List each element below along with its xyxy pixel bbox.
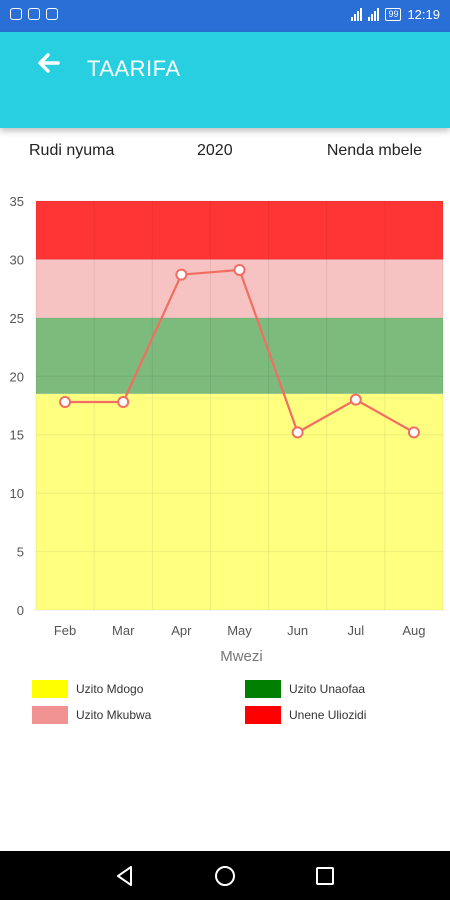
data-point bbox=[117, 395, 130, 408]
legend-label: Uzito Unaofaa bbox=[289, 682, 366, 696]
y-tick-label: 25 bbox=[10, 311, 24, 326]
system-navigation-bar bbox=[0, 851, 450, 900]
back-arrow-icon[interactable] bbox=[32, 46, 68, 82]
notification-icons bbox=[10, 8, 58, 20]
x-tick-label: Aug bbox=[402, 623, 425, 638]
y-tick-label: 20 bbox=[10, 369, 24, 384]
y-tick-label: 30 bbox=[10, 252, 24, 267]
x-tick-label: Jun bbox=[287, 623, 308, 638]
legend-label: Uzito Mdogo bbox=[76, 682, 144, 696]
data-point bbox=[407, 426, 420, 439]
signal-icon-2 bbox=[368, 8, 380, 21]
chart-legend: Uzito Mdogo Uzito Unaofaa Uzito Mkubwa U… bbox=[0, 678, 450, 728]
legend-swatch bbox=[32, 706, 68, 724]
legend-swatch bbox=[32, 680, 68, 698]
facebook-icon bbox=[28, 8, 40, 20]
legend-item: Unene Uliozidi bbox=[245, 706, 366, 724]
data-point bbox=[233, 263, 246, 276]
back-triangle-icon[interactable] bbox=[112, 863, 138, 889]
x-tick-label: Feb bbox=[54, 623, 76, 638]
data-point bbox=[175, 268, 188, 281]
data-point bbox=[59, 395, 72, 408]
legend-item: Uzito Mdogo bbox=[32, 680, 143, 698]
instagram-icon bbox=[10, 8, 22, 20]
home-circle-icon[interactable] bbox=[212, 863, 238, 889]
legend-item: Uzito Unaofaa bbox=[245, 680, 365, 698]
y-tick-label: 35 bbox=[10, 194, 24, 209]
previous-button[interactable]: Rudi nyuma bbox=[29, 142, 115, 159]
legend-swatch bbox=[245, 680, 281, 698]
signal-icon bbox=[351, 8, 363, 21]
data-point bbox=[349, 393, 362, 406]
recents-square-icon[interactable] bbox=[312, 863, 338, 889]
x-axis-label: Mwezi bbox=[220, 648, 263, 665]
band-1 bbox=[36, 317, 443, 394]
battery-icon: 99 bbox=[385, 8, 402, 21]
x-tick-label: Apr bbox=[171, 623, 192, 638]
year-label: 2020 bbox=[197, 142, 233, 159]
y-tick-label: 15 bbox=[10, 428, 24, 443]
app-bar: TAARIFA bbox=[0, 32, 450, 128]
year-navigation: Rudi nyuma 2020 Nenda mbele bbox=[0, 138, 450, 168]
y-tick-label: 0 bbox=[17, 603, 24, 618]
status-time: 12:19 bbox=[407, 7, 440, 22]
y-tick-label: 10 bbox=[10, 486, 24, 501]
status-bar: 99 12:19 bbox=[0, 0, 450, 32]
page-title: TAARIFA bbox=[87, 56, 181, 81]
band-0 bbox=[36, 393, 443, 610]
x-tick-label: Jul bbox=[347, 623, 364, 638]
legend-label: Unene Uliozidi bbox=[289, 708, 367, 722]
legend-item: Uzito Mkubwa bbox=[32, 706, 151, 724]
x-tick-label: May bbox=[227, 623, 252, 638]
band-3 bbox=[36, 201, 443, 260]
weight-chart: 0 5 10 15 20 25 30 35 Feb Mar Apr May Jun Jul Aug Mwezi bbox=[10, 194, 444, 665]
next-button[interactable]: Nenda mbele bbox=[326, 142, 422, 159]
y-tick-label: 5 bbox=[17, 545, 24, 560]
legend-label: Uzito Mkubwa bbox=[76, 708, 152, 722]
legend-swatch bbox=[245, 706, 281, 724]
x-tick-label: Mar bbox=[112, 623, 135, 638]
data-point bbox=[291, 426, 304, 439]
message-icon bbox=[46, 8, 58, 20]
